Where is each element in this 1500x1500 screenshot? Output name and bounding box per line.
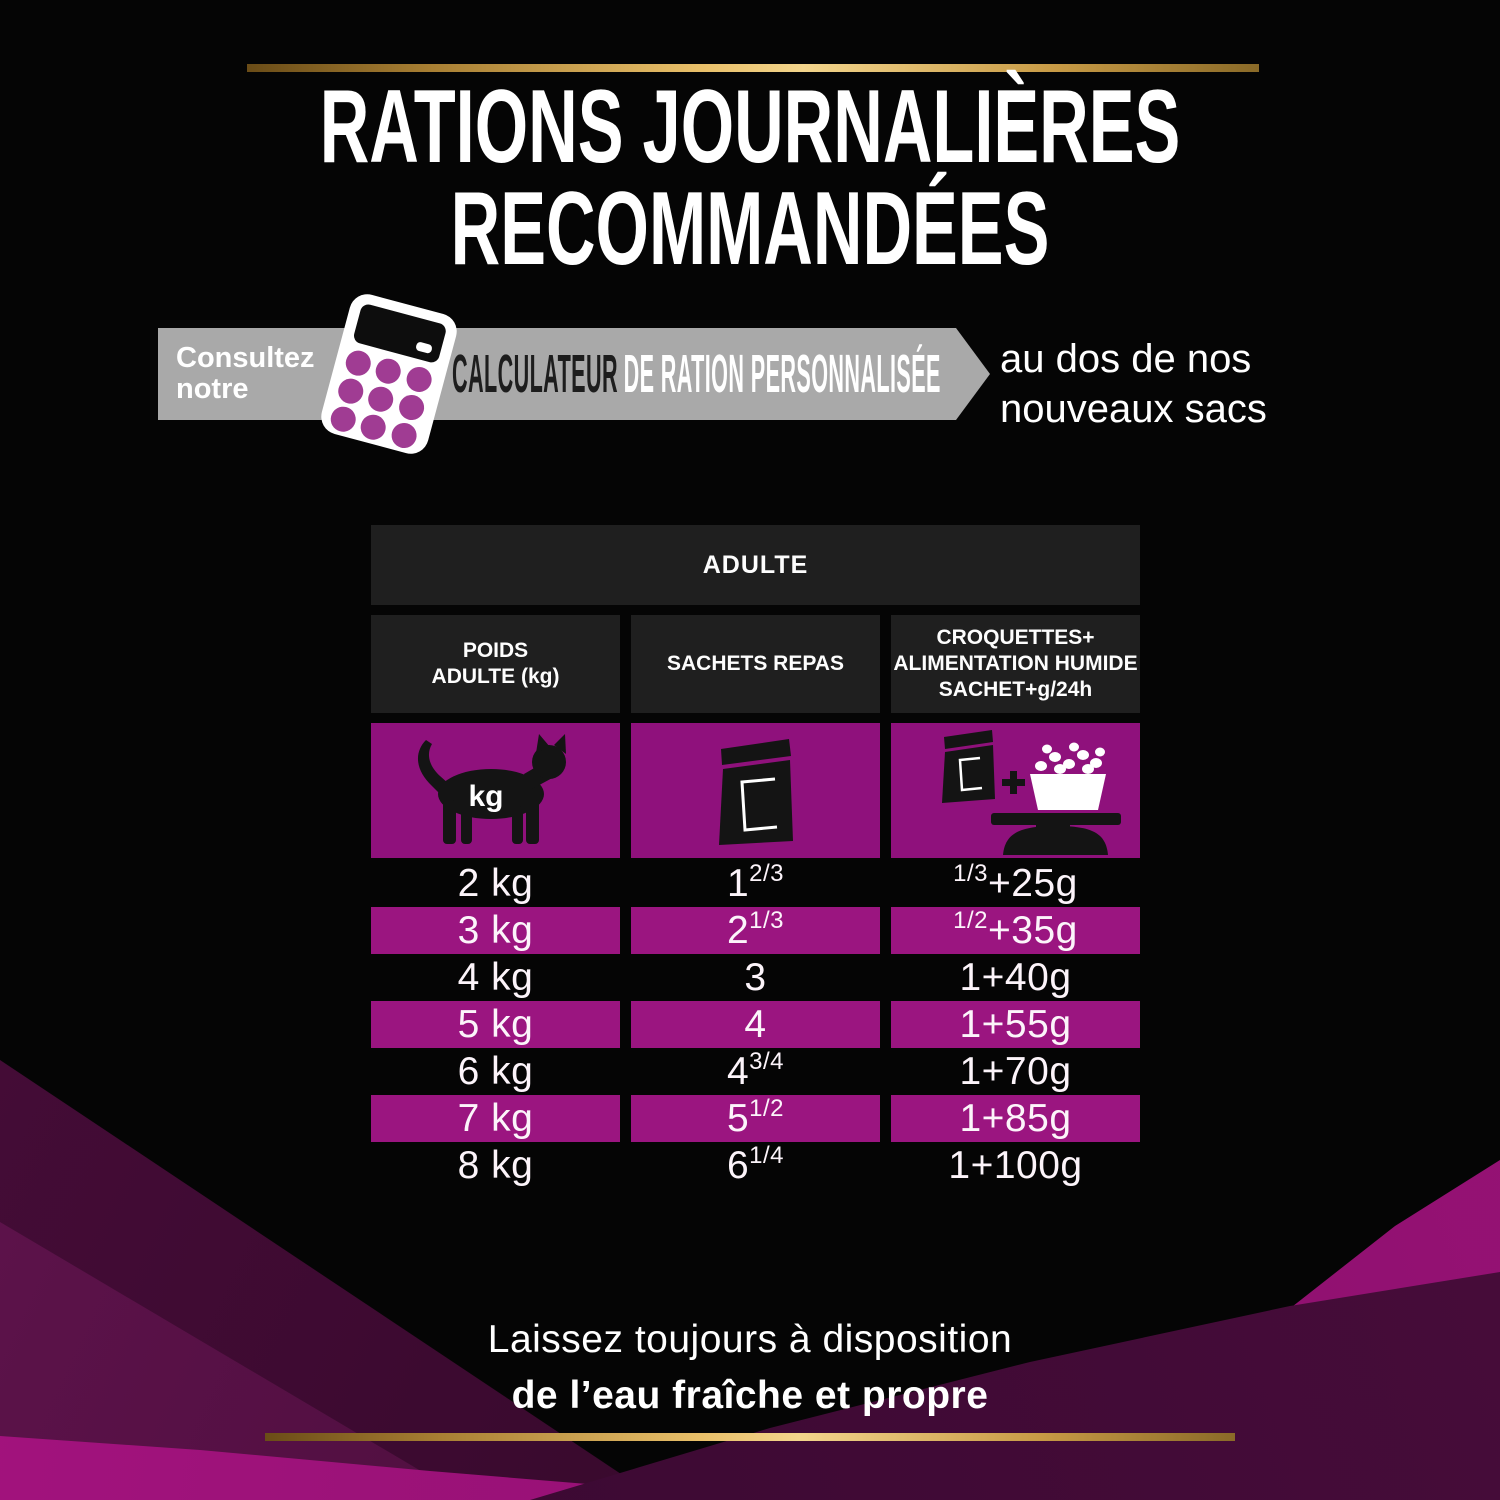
page-title-line1: RATIONS JOURNALIÈRES — [319, 69, 1181, 185]
cell-sachets: 4 3/4 — [726, 1047, 785, 1093]
calculator-icon — [317, 290, 461, 458]
cell-mix: 1+40g — [959, 955, 1072, 999]
feeding-table: ADULTE POIDS ADULTE (kg) SACHETS REPAS C… — [371, 525, 1140, 1189]
gold-divider-bottom — [265, 1433, 1235, 1441]
icon-cell-croquettes — [891, 723, 1140, 858]
cat-weight-icon: kg — [417, 733, 566, 844]
cell-mix: 1/2 +35g — [891, 907, 1140, 954]
ribbon-title-black: CALCULATEUR — [452, 344, 618, 404]
cell-sachets: 5 1/2 — [631, 1095, 880, 1142]
cell-sachets: 1 2/3 — [726, 859, 785, 905]
table-group-header: ADULTE — [371, 525, 1140, 605]
table-row: 8 kg 6 1/4 1+100g — [371, 1142, 1140, 1189]
table-row: 3 kg 2 1/3 1/2 +35g — [371, 907, 1140, 954]
cell-mix: 1+100g — [948, 1143, 1083, 1187]
cell-sachets: 4 — [631, 1001, 880, 1048]
cell-mix: 1/3 +25g — [953, 859, 1078, 905]
table-body: 2 kg 1 2/3 1/3 +25g 3 kg 2 1/3 1/2 +35g 4 kg 3 1+4… — [371, 860, 1140, 1189]
cell-weight: 8 kg — [457, 1143, 534, 1187]
cell-mix: 1+85g — [891, 1095, 1140, 1142]
cat-kg-label: kg — [468, 780, 503, 813]
col-header-sachets: SACHETS REPAS — [631, 615, 880, 713]
cell-weight: 7 kg — [371, 1095, 620, 1142]
footer-line2: de l’eau fraîche et propre — [511, 1374, 989, 1417]
page-title-line2: RECOMMANDÉES — [450, 171, 1050, 287]
calculator-buttons — [327, 347, 436, 451]
cell-mix: 1+55g — [891, 1001, 1140, 1048]
cell-sachets: 6 1/4 — [726, 1141, 785, 1187]
cell-weight: 2 kg — [457, 861, 534, 905]
cell-weight: 4 kg — [457, 955, 534, 999]
ribbon-banner — [158, 328, 990, 420]
table-column-headers: POIDS ADULTE (kg) SACHETS REPAS CROQUETT… — [371, 615, 1140, 713]
pouch-plus-kibble-scale-icon — [941, 729, 1121, 855]
cell-weight: 6 kg — [457, 1049, 534, 1093]
meal-pouch-icon — [718, 738, 793, 845]
banner-side-note: au dos de nos nouveaux sacs — [1000, 337, 1267, 431]
col-header-croquettes: CROQUETTES+ ALIMENTATION HUMIDE SACHET+g… — [891, 615, 1140, 713]
cell-weight: 3 kg — [371, 907, 620, 954]
cell-sachets: 2 1/3 — [631, 907, 880, 954]
table-row: 4 kg 3 1+40g — [371, 954, 1140, 1001]
col-header-poids: POIDS ADULTE (kg) — [371, 615, 620, 713]
table-row: 7 kg 5 1/2 1+85g — [371, 1095, 1140, 1142]
gold-divider-top — [247, 64, 1259, 72]
banner-intro-label: Consultez notre — [176, 342, 315, 405]
footer-line1: Laissez toujours à disposition — [487, 1318, 1013, 1361]
cell-mix: 1+70g — [959, 1049, 1072, 1093]
ribbon-title: CALCULATEUR DE RATION PERSONNALISÉE — [452, 344, 941, 404]
table-icon-row: kg — [371, 723, 1140, 858]
table-row: 6 kg 4 3/4 1+70g — [371, 1048, 1140, 1095]
table-row: 2 kg 1 2/3 1/3 +25g — [371, 860, 1140, 907]
cell-sachets: 3 — [744, 955, 767, 999]
footer-note: Laissez toujours à disposition de l’eau … — [0, 1318, 1500, 1418]
cell-weight: 5 kg — [371, 1001, 620, 1048]
table-row: 5 kg 4 1+55g — [371, 1001, 1140, 1048]
calculator-screen-notch — [415, 341, 433, 355]
page-title: RATIONS JOURNALIÈRES RECOMMANDÉES — [0, 69, 1500, 287]
ribbon-title-white: DE RATION PERSONNALISÉE — [623, 344, 941, 404]
icon-cell-weight: kg — [371, 723, 620, 858]
icon-cell-sachets — [631, 723, 880, 858]
